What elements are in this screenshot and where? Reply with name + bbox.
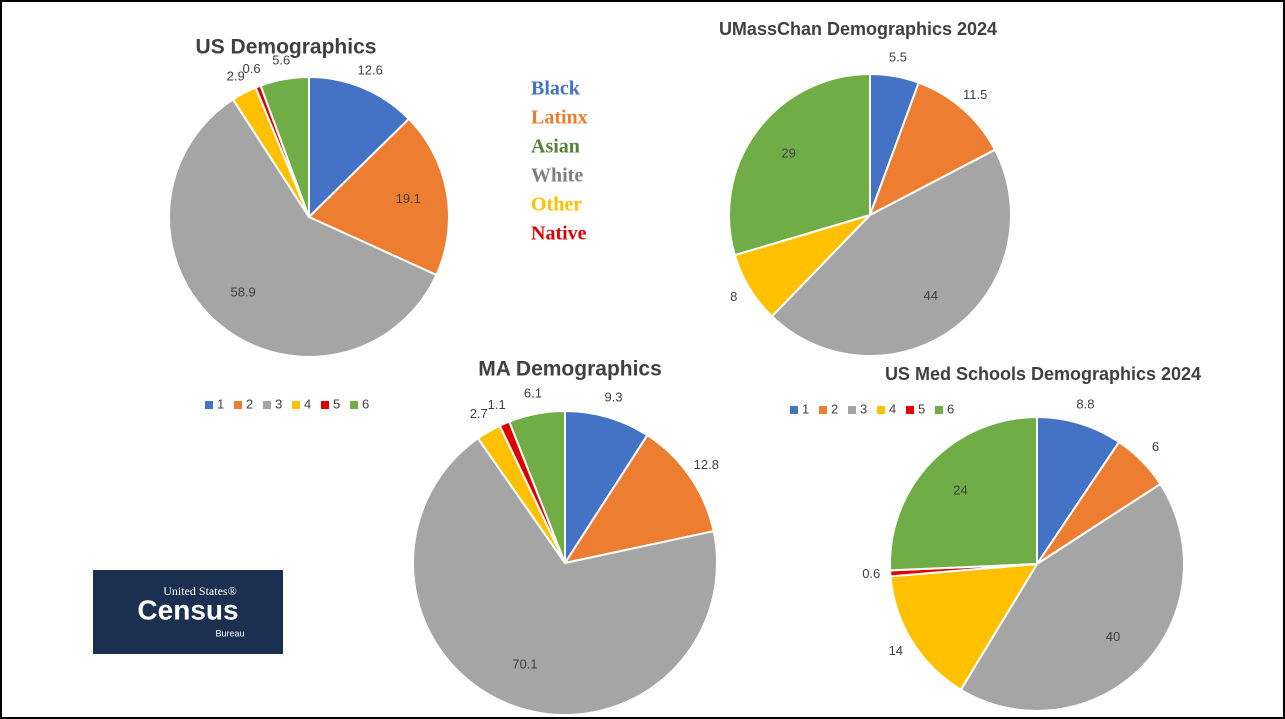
- pie-slice: [562, 433, 715, 565]
- data-label: 40: [1106, 629, 1120, 644]
- pie-slice: [959, 482, 1185, 712]
- data-label: 14: [889, 643, 903, 658]
- logo-name: Census: [137, 594, 238, 625]
- pie-slice: [770, 148, 1012, 357]
- legend-swatch: [906, 406, 914, 414]
- pie-slice: [889, 562, 1039, 692]
- data-label: 5.5: [889, 50, 907, 65]
- pie-slice: [868, 81, 997, 218]
- legend-swatch: [790, 406, 798, 414]
- data-label: 0.6: [242, 61, 260, 76]
- key-label: White: [531, 165, 583, 187]
- legend-label: 1: [217, 396, 224, 411]
- legend-label: 3: [275, 396, 282, 411]
- pie-slice: [308, 75, 411, 220]
- legend-swatch: [819, 406, 827, 414]
- pie-slice: [507, 409, 566, 564]
- legend-label: 4: [304, 396, 311, 411]
- data-label: 12.6: [358, 63, 383, 78]
- data-label: 2.9: [227, 68, 245, 83]
- legend-swatch: [935, 406, 943, 414]
- data-label: 5.6: [272, 53, 290, 68]
- legend-swatch: [292, 401, 300, 409]
- data-label: 9.3: [604, 390, 622, 405]
- legend-label: 1: [802, 401, 809, 416]
- legend-swatch: [321, 401, 329, 409]
- legend-label: 6: [947, 401, 954, 416]
- key-label: Black: [531, 78, 581, 100]
- legend-swatch: [848, 406, 856, 414]
- chart-title: UMassChan Demographics 2024: [719, 19, 997, 39]
- data-label: 6: [1152, 439, 1159, 454]
- census-logo: [93, 570, 283, 654]
- logo-bottom: Bureau: [215, 628, 244, 638]
- key-label: Asian: [531, 136, 580, 158]
- data-label: 29: [781, 146, 795, 161]
- data-label: 2.7: [470, 406, 488, 421]
- legend-swatch: [205, 401, 213, 409]
- data-label: 58.9: [230, 285, 255, 300]
- legend-label: 4: [889, 401, 896, 416]
- pie-slice: [889, 415, 1038, 572]
- key-label: Native: [531, 223, 587, 245]
- data-label: 24: [953, 482, 967, 497]
- logo-top: United States®: [163, 584, 236, 598]
- key-label: Latinx: [531, 107, 588, 129]
- pie-slice: [564, 409, 649, 567]
- data-label: 12.8: [694, 457, 719, 472]
- data-label: 44: [923, 288, 937, 303]
- chart-title: US Med Schools Demographics 2024: [885, 364, 1201, 384]
- pie-slice: [307, 117, 450, 277]
- pie-slice: [1036, 415, 1121, 568]
- pie-slice: [168, 98, 438, 358]
- pie-slice: [259, 75, 310, 218]
- legend-label: 2: [246, 396, 253, 411]
- chart-title: US Demographics: [196, 36, 377, 59]
- pie-slice: [412, 436, 718, 716]
- chart-title: MA Demographics: [478, 358, 662, 381]
- data-label: 8.8: [1076, 397, 1094, 412]
- legend-label: 5: [918, 401, 925, 416]
- pie-slice: [728, 72, 871, 257]
- legend-label: 3: [860, 401, 867, 416]
- data-label: 70.1: [512, 656, 537, 671]
- data-label: 19.1: [396, 191, 421, 206]
- legend-label: 5: [333, 396, 340, 411]
- data-label: 0.6: [862, 566, 880, 581]
- key-label: Other: [531, 194, 582, 216]
- legend-swatch: [234, 401, 242, 409]
- data-label: 11.5: [963, 87, 987, 102]
- legend-swatch: [877, 406, 885, 414]
- data-label: 6.1: [524, 386, 542, 401]
- legend-swatch: [263, 401, 271, 409]
- data-label: 1.1: [488, 397, 506, 412]
- data-label: 8: [730, 289, 737, 304]
- legend-label: 6: [362, 396, 369, 411]
- legend-label: 2: [831, 401, 838, 416]
- legend-swatch: [350, 401, 358, 409]
